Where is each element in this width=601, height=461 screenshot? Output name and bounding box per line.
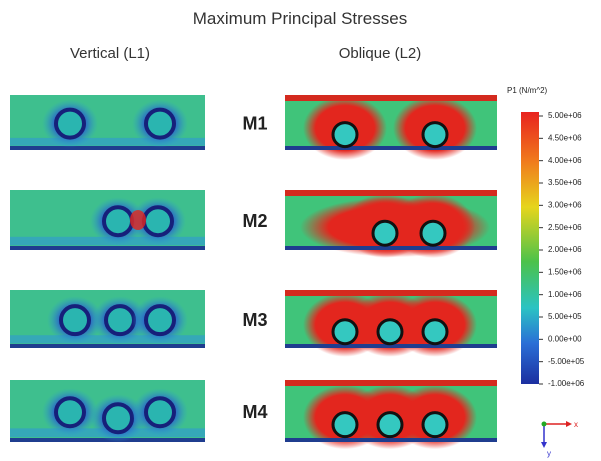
hole <box>423 123 447 147</box>
tick-label: 3.00e+06 <box>548 200 582 209</box>
legend-title: P1 (N/m^2) <box>507 86 548 95</box>
row-label: M2 <box>242 211 267 231</box>
stress-plot <box>285 380 497 449</box>
hole <box>378 320 402 344</box>
hole <box>56 398 84 426</box>
stress-plot <box>10 190 205 250</box>
stress-plot <box>10 380 205 442</box>
hole <box>61 306 89 334</box>
edge <box>285 146 497 150</box>
tick-label: 3.50e+06 <box>548 178 582 187</box>
column-header: Oblique (L2) <box>339 45 422 62</box>
title: Maximum Principal Stresses <box>193 9 407 28</box>
hole <box>373 221 397 245</box>
hole <box>104 207 132 235</box>
tick-label: 5.00e+06 <box>548 111 582 120</box>
figure: Maximum Principal Stresses Vertical (L1)… <box>0 0 601 461</box>
stress-plot <box>285 95 497 160</box>
tick-label: 1.50e+06 <box>548 267 582 276</box>
top-strip <box>285 95 497 101</box>
tick-label: 0.00e+00 <box>548 334 582 343</box>
colorbar <box>521 112 539 384</box>
hotspot <box>130 210 146 230</box>
tick-label: 1.00e+06 <box>548 290 582 299</box>
stress-plot <box>285 290 497 357</box>
tick-label: 4.00e+06 <box>548 156 582 165</box>
hole <box>421 221 445 245</box>
hole <box>104 404 132 432</box>
edge <box>10 146 205 150</box>
hole <box>378 413 402 437</box>
axis-label: x <box>574 420 578 429</box>
tick-label: 2.00e+06 <box>548 245 582 254</box>
column-header: Vertical (L1) <box>70 45 150 62</box>
stress-plot <box>10 290 205 348</box>
row-label: M4 <box>242 402 267 422</box>
tick-label: -5.00e+05 <box>548 357 585 366</box>
edge <box>285 246 497 250</box>
hole <box>423 413 447 437</box>
row-label: M1 <box>242 114 267 134</box>
edge <box>10 246 205 250</box>
hole <box>423 320 447 344</box>
stress-plot <box>10 95 205 150</box>
hole <box>333 413 357 437</box>
hole <box>146 110 174 138</box>
hole <box>333 123 357 147</box>
axis-label: y <box>547 449 551 458</box>
stress-plot <box>285 190 497 258</box>
top-strip <box>285 380 497 386</box>
hole <box>333 320 357 344</box>
hole <box>106 306 134 334</box>
hole <box>146 398 174 426</box>
row-label: M3 <box>242 310 267 330</box>
edge <box>285 438 497 442</box>
tick-label: 2.50e+06 <box>548 223 582 232</box>
hole <box>146 306 174 334</box>
edge <box>10 344 205 348</box>
tick-label: -1.00e+06 <box>548 379 585 388</box>
axis-triad <box>541 421 572 448</box>
tick-label: 5.00e+05 <box>548 312 582 321</box>
hole <box>56 110 84 138</box>
hole <box>144 207 172 235</box>
tick-label: 4.50e+06 <box>548 133 582 142</box>
